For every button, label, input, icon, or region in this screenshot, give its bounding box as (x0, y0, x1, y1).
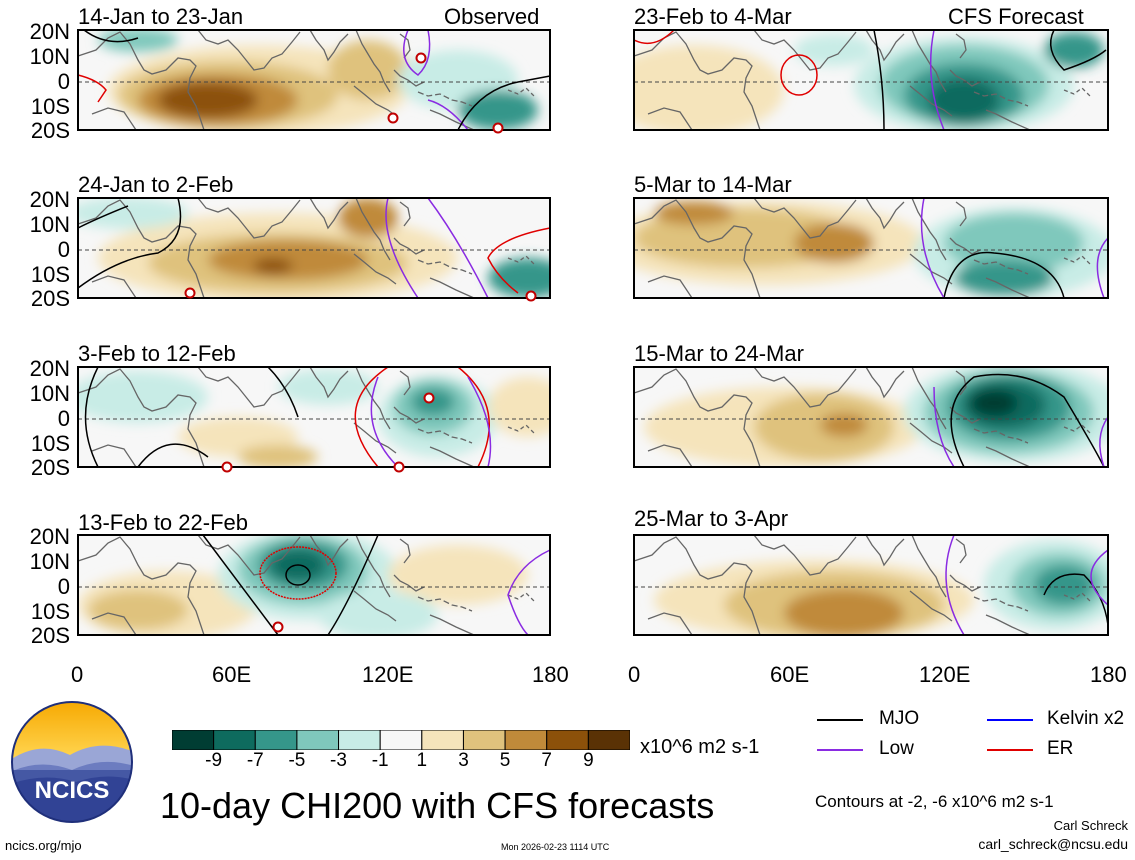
panel-title-8: 25-Mar to 3-Apr (634, 506, 789, 531)
legend-label: MJO (879, 708, 920, 729)
panel-title-5: 23-Feb to 4-Mar (634, 4, 792, 29)
colorbar-swatch (462, 730, 506, 750)
map-panel-5 (633, 29, 1109, 131)
panel-title-6: 5-Mar to 14-Mar (634, 172, 792, 197)
colorbar-ticks: -9 -7 -5 -3 -1 1 3 5 7 9 (172, 750, 630, 776)
lat-label: 20S (30, 118, 70, 143)
logo-text: NCICS (35, 777, 110, 804)
lat-label: 20N (29, 187, 70, 212)
map-panel-1 (77, 29, 551, 131)
colorbar-swatch (587, 730, 630, 750)
author-email[interactable]: carl_schreck@ncsu.edu (978, 836, 1128, 852)
lat-label: 0 (57, 237, 70, 262)
cyclone-marker (393, 461, 405, 473)
map-panels (77, 29, 1109, 636)
map-panel-2 (77, 197, 551, 299)
legend-swatch (817, 749, 863, 751)
lon-label: 180 (1090, 662, 1127, 687)
lat-label: 10N (29, 549, 70, 574)
lon-label: 120E (919, 662, 971, 687)
colorbar-tick-label: -7 (246, 750, 264, 771)
colorbar-swatch (546, 730, 589, 750)
legend-label: ER (1047, 738, 1074, 759)
lat-label: 10N (29, 381, 70, 406)
colorbar-tick-label: -9 (205, 750, 223, 771)
lat-label: 10S (30, 94, 70, 119)
legend-label: Kelvin x2 (1047, 708, 1125, 729)
colorbar-swatch (296, 730, 340, 750)
timestamp: Mon 2026-02-23 1114 UTC (501, 842, 610, 852)
colorbar-tick-label: 5 (499, 750, 511, 771)
cyclone-marker (272, 621, 284, 633)
cyclone-marker (184, 287, 196, 299)
cyclone-marker (415, 52, 427, 64)
map-panel-7 (633, 366, 1109, 468)
map-panel-6 (633, 197, 1109, 299)
lat-label: 20N (29, 19, 70, 44)
colorbar-swatch (504, 730, 548, 750)
lon-label: 0 (628, 662, 641, 687)
legend-swatch (987, 749, 1033, 751)
legend-swatch (817, 719, 863, 721)
cyclone-marker (423, 392, 435, 404)
cyclone-marker (492, 122, 504, 134)
colorbar-tick-label: 9 (583, 750, 594, 771)
lat-label: 20S (30, 623, 70, 648)
author: Carl Schreck (1053, 818, 1128, 833)
map-panel-4 (77, 534, 551, 636)
colorbar-swatch (338, 730, 381, 750)
cyclone-marker (525, 290, 537, 302)
panel-title-3: 3-Feb to 12-Feb (78, 341, 236, 366)
colorbar-units: x10^6 m2 s-1 (640, 736, 760, 758)
legend-swatch (987, 719, 1033, 721)
lat-label: 20N (29, 356, 70, 381)
lat-label: 0 (57, 69, 70, 94)
lon-label: 60E (212, 662, 252, 687)
colorbar-tick-label: 3 (458, 750, 469, 771)
cyclone-markers (184, 52, 537, 633)
colorbar (172, 730, 630, 750)
colorbar-swatch (254, 730, 298, 750)
colorbar-tick-label: 1 (416, 750, 428, 771)
colorbar-swatch (213, 730, 256, 750)
panel-title-7: 15-Mar to 24-Mar (634, 341, 804, 366)
ncics-logo: NCICS (11, 701, 133, 823)
lat-label: 20N (29, 524, 70, 549)
contour-legend: MJO Kelvin x2 Low ER (817, 708, 1135, 768)
lat-label: 10N (29, 212, 70, 237)
lon-label: 0 (71, 662, 84, 687)
panel-title-1: 14-Jan to 23-Jan (78, 4, 244, 29)
lat-label: 10S (30, 431, 70, 456)
lat-label: 10S (30, 262, 70, 287)
legend-label: Low (879, 738, 914, 759)
website-link[interactable]: ncics.org/mjo (5, 838, 82, 853)
panel-title-2: 24-Jan to 2-Feb (78, 172, 234, 197)
lat-label: 0 (57, 574, 70, 599)
cyclone-marker (387, 112, 399, 124)
observed-label: Observed (444, 4, 540, 29)
lon-label: 120E (362, 662, 414, 687)
colorbar-swatch (379, 730, 423, 750)
forecast-label: CFS Forecast (948, 4, 1084, 29)
cyclone-marker (221, 461, 233, 473)
colorbar-swatch (172, 730, 215, 750)
map-panel-3 (77, 366, 551, 468)
panel-title-4: 13-Feb to 22-Feb (78, 510, 248, 535)
lon-label: 60E (770, 662, 810, 687)
colorbar-swatch (421, 730, 464, 750)
lat-label: 10S (30, 599, 70, 624)
colorbar-tick-label: -1 (371, 750, 389, 771)
lat-label: 10N (29, 44, 70, 69)
colorbar-tick-label: -3 (330, 750, 347, 771)
figure-title: 10-day CHI200 with CFS forecasts (160, 785, 715, 826)
colorbar-tick-label: -5 (288, 750, 306, 771)
lon-label: 180 (532, 662, 569, 687)
map-panel-8 (633, 534, 1109, 636)
lat-label: 20S (30, 455, 70, 480)
colorbar-tick-label: 7 (541, 750, 552, 771)
contour-note: Contours at -2, -6 x10^6 m2 s-1 (815, 792, 1054, 811)
lat-label: 0 (57, 406, 70, 431)
lat-label: 20S (30, 286, 70, 311)
